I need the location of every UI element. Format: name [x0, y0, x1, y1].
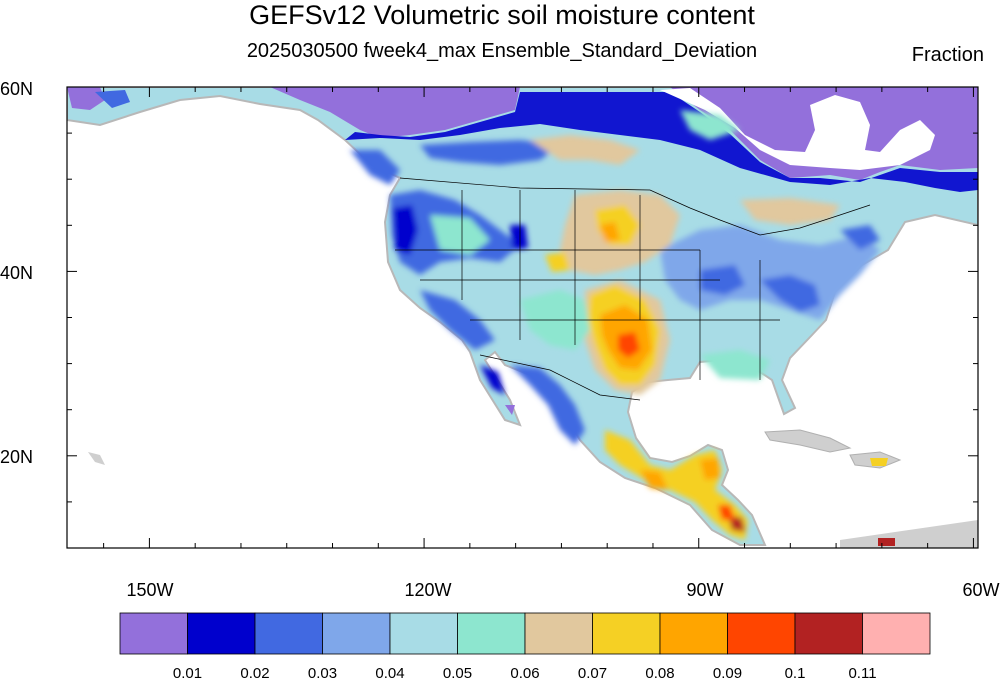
colorbar-swatch — [119, 612, 188, 655]
lon-label-60w: 60W — [962, 580, 999, 600]
colorbar-label: 0.01 — [173, 665, 202, 680]
lat-label-40n: 40N — [0, 263, 33, 283]
units-label: Fraction — [911, 44, 984, 66]
map-area — [67, 87, 978, 548]
alaska-blue — [95, 90, 130, 108]
colorbar-label: 0.06 — [510, 665, 539, 680]
colorbar-swatch — [524, 612, 593, 655]
lon-label-120w: 120W — [404, 580, 451, 600]
darkblue-boundary — [345, 92, 978, 192]
lat-label-20n: 20N — [0, 447, 33, 467]
colorbar-label: 0.02 — [240, 665, 269, 680]
colorbar-swatch — [794, 612, 863, 655]
lon-label-90w: 90W — [686, 580, 723, 600]
colorbar-swatch — [457, 612, 526, 655]
colorbar-label: 0.07 — [578, 665, 607, 680]
colorbar-label: 0.04 — [375, 665, 404, 680]
map-title: GEFSv12 Volumetric soil moisture content — [249, 0, 755, 30]
axis-ticks — [67, 86, 978, 548]
hawaii — [88, 452, 105, 465]
moisture-blobs — [350, 110, 880, 540]
hudson-bay — [660, 88, 935, 170]
colorbar-swatch — [659, 612, 728, 655]
colorbar-label: 0.09 — [713, 665, 742, 680]
colorbar-label: 0.1 — [785, 665, 806, 680]
baja-purple — [505, 405, 515, 415]
colorbar-label: 0.08 — [645, 665, 674, 680]
colorbar-swatch — [862, 612, 931, 655]
south-america-peak — [878, 538, 895, 546]
lat-label-60n: 60N — [0, 79, 33, 99]
colorbar-label: 0.11 — [848, 665, 876, 680]
colorbar-swatch — [592, 612, 661, 655]
colorbar-swatch — [187, 612, 256, 655]
lon-label-150w: 150W — [126, 580, 173, 600]
colorbar-swatch — [322, 612, 391, 655]
colorbar-swatch — [389, 612, 458, 655]
cuba — [764, 429, 852, 453]
colorbar-swatch — [254, 612, 323, 655]
hispaniola-high — [870, 458, 888, 466]
colorbar: 0.01 0.02 0.03 0.04 0.05 0.06 0.07 0.08 0.09 0.1 0… — [119, 612, 931, 680]
boundaries — [395, 177, 871, 401]
colorbar-label: 0.05 — [443, 665, 472, 680]
map-subtitle: 2025030500 fweek4_max Ensemble_Standard_… — [246, 40, 758, 62]
colorbar-swatch — [727, 612, 796, 655]
south-america-edge — [840, 520, 978, 548]
purple-north-band — [270, 87, 520, 138]
alaska-patch — [67, 87, 105, 110]
colorbar-label: 0.03 — [308, 665, 337, 680]
